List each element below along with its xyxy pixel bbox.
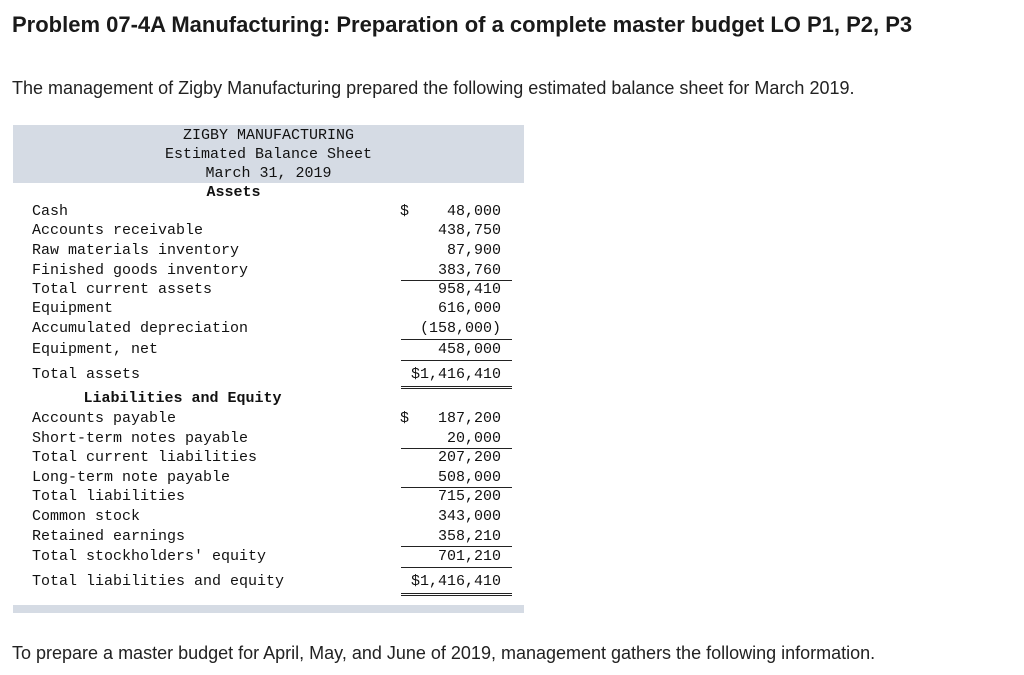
- table-row: Total current liabilities 207,200: [13, 449, 524, 468]
- row-amount: 715,200: [437, 488, 501, 505]
- statement-date: March 31, 2019: [205, 165, 332, 182]
- table-row: Raw materials inventory 87,900: [13, 242, 524, 261]
- intro-text: The management of Zigby Manufacturing pr…: [12, 78, 855, 98]
- row-label: Equipment, net: [32, 341, 159, 358]
- row-amount: 508,000: [437, 469, 501, 486]
- double-rule-bottom: [401, 595, 512, 596]
- row-label: Total assets: [32, 366, 141, 383]
- row-label: Accounts receivable: [32, 222, 204, 239]
- row-amount: 616,000: [437, 300, 501, 317]
- table-row: Cash $ 48,000: [13, 203, 524, 222]
- table-row: Total current assets 958,410: [13, 281, 524, 300]
- row-amount: 383,760: [437, 262, 501, 279]
- row-label: Short-term notes payable: [32, 430, 249, 447]
- row-amount: 958,410: [437, 281, 501, 298]
- table-row: Short-term notes payable 20,000: [13, 430, 524, 449]
- row-amount: 358,210: [437, 528, 501, 545]
- row-label: Retained earnings: [32, 528, 186, 545]
- table-row: Long-term note payable 508,000: [13, 469, 524, 488]
- dollar-sign: $: [400, 203, 410, 220]
- row-amount: $1,416,410: [410, 573, 501, 590]
- row-label: Total stockholders' equity: [32, 548, 267, 565]
- table-row: Accounts payable $ 187,200: [13, 410, 524, 429]
- row-label: Cash: [32, 203, 69, 220]
- table-row: Equipment 616,000: [13, 300, 524, 319]
- balance-sheet-header: ZIGBY MANUFACTURING Estimated Balance Sh…: [13, 125, 524, 183]
- table-row: Total liabilities 715,200: [13, 488, 524, 507]
- table-row: Equipment, net 458,000: [13, 341, 524, 360]
- table-bottom-bar: [13, 605, 524, 613]
- subtotal-rule: [401, 280, 512, 281]
- row-amount: 438,750: [437, 222, 501, 239]
- problem-heading: Problem 07-4A Manufacturing: Preparation…: [12, 12, 913, 37]
- table-row: Accounts receivable 438,750: [13, 222, 524, 241]
- row-label: Raw materials inventory: [32, 242, 240, 259]
- table-row: Accumulated depreciation (158,000): [13, 320, 524, 339]
- table-row: Total liabilities and equity $1,416,410: [13, 573, 524, 592]
- assets-heading: Assets: [206, 184, 261, 201]
- table-row: Total assets $1,416,410: [13, 366, 524, 385]
- statement-title: Estimated Balance Sheet: [164, 146, 373, 163]
- table-row: Retained earnings 358,210: [13, 528, 524, 547]
- table-row: Finished goods inventory 383,760: [13, 262, 524, 281]
- row-label: Total current liabilities: [32, 449, 258, 466]
- row-amount: 207,200: [437, 449, 501, 466]
- row-amount: 48,000: [446, 203, 501, 220]
- outro-text: To prepare a master budget for April, Ma…: [12, 643, 876, 663]
- row-label: Total liabilities: [32, 488, 186, 505]
- row-label: Accounts payable: [32, 410, 177, 427]
- dollar-sign: $: [400, 410, 410, 427]
- row-label: Total liabilities and equity: [32, 573, 285, 590]
- double-rule-top: [401, 386, 512, 387]
- subtotal-rule: [401, 339, 512, 340]
- row-amount: 20,000: [446, 430, 501, 447]
- row-amount: (158,000): [419, 320, 501, 337]
- row-amount: 701,210: [437, 548, 501, 565]
- row-amount: $1,416,410: [410, 366, 501, 383]
- double-rule-bottom: [401, 388, 512, 389]
- table-row: Total stockholders' equity 701,210: [13, 548, 524, 567]
- row-label: Equipment: [32, 300, 114, 317]
- subtotal-rule: [401, 487, 512, 488]
- subtotal-rule: [401, 567, 512, 568]
- row-label: Common stock: [32, 508, 141, 525]
- double-rule-top: [401, 593, 512, 594]
- balance-sheet-table: ZIGBY MANUFACTURING Estimated Balance Sh…: [13, 125, 524, 613]
- row-label: Finished goods inventory: [32, 262, 249, 279]
- row-amount: 187,200: [437, 410, 501, 427]
- row-label: Total current assets: [32, 281, 213, 298]
- liabilities-heading: Liabilities and Equity: [83, 390, 282, 407]
- company-name: ZIGBY MANUFACTURING: [182, 127, 355, 144]
- subtotal-rule: [401, 360, 512, 361]
- row-amount: 458,000: [437, 341, 501, 358]
- table-row: Common stock 343,000: [13, 508, 524, 527]
- subtotal-rule: [401, 546, 512, 547]
- row-label: Long-term note payable: [32, 469, 231, 486]
- row-amount: 87,900: [446, 242, 501, 259]
- row-label: Accumulated depreciation: [32, 320, 249, 337]
- row-amount: 343,000: [437, 508, 501, 525]
- subtotal-rule: [401, 448, 512, 449]
